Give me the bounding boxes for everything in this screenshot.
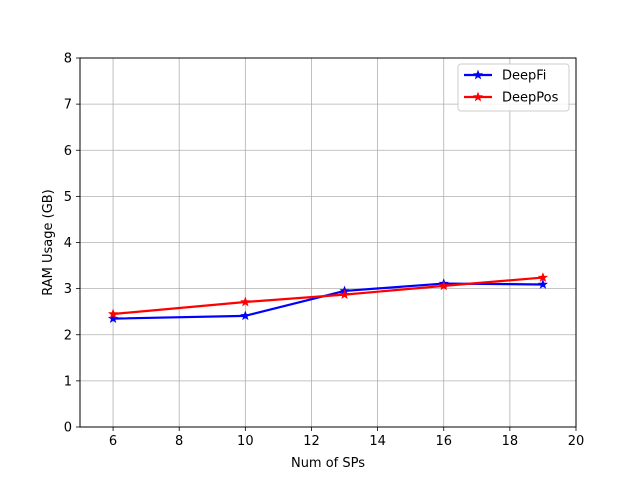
y-tick-label: 1 bbox=[64, 374, 72, 389]
data-point bbox=[107, 308, 119, 319]
grid bbox=[80, 57, 577, 428]
data-point bbox=[537, 272, 549, 282]
y-tick-label: 6 bbox=[64, 144, 72, 159]
y-axis-label: RAM Usage (GB) bbox=[41, 189, 56, 296]
data-point bbox=[537, 279, 549, 289]
data-point bbox=[438, 280, 449, 291]
x-tick-label: 6 bbox=[109, 434, 117, 449]
legend-entry-deepfi: DeepFi bbox=[464, 69, 546, 84]
legend-entry-deeppos: DeepPos bbox=[464, 91, 559, 106]
data-point bbox=[240, 296, 251, 307]
y-tick-label: 8 bbox=[64, 52, 72, 67]
legend-label: DeepPos bbox=[502, 91, 559, 106]
series-deepfi bbox=[107, 278, 549, 323]
y-tick-label: 2 bbox=[64, 328, 72, 343]
x-tick-label: 14 bbox=[369, 434, 386, 449]
series-layer bbox=[107, 272, 549, 323]
y-tick-label: 3 bbox=[64, 282, 72, 297]
data-point bbox=[339, 289, 350, 299]
series-line bbox=[112, 276, 544, 316]
x-tick-label: 12 bbox=[303, 434, 320, 449]
legend-marker bbox=[472, 91, 484, 102]
legend-marker bbox=[472, 69, 484, 80]
y-tick-label: 5 bbox=[64, 190, 72, 205]
y-tick-label: 4 bbox=[64, 236, 72, 251]
legend: DeepFi DeepPos bbox=[457, 63, 570, 112]
data-point bbox=[240, 310, 251, 321]
x-tick-label: 20 bbox=[568, 434, 585, 449]
y-tick-label: 0 bbox=[64, 421, 72, 436]
data-point bbox=[107, 313, 119, 323]
series-deeppos bbox=[107, 272, 549, 319]
x-axis-label: Num of SPs bbox=[291, 456, 365, 471]
x-tick-label: 16 bbox=[435, 434, 452, 449]
y-tick-label: 7 bbox=[64, 98, 72, 113]
x-tick-label: 8 bbox=[175, 434, 183, 449]
legend-label: DeepFi bbox=[502, 69, 546, 84]
x-tick-label: 18 bbox=[502, 434, 519, 449]
x-tick-label: 10 bbox=[237, 434, 254, 449]
